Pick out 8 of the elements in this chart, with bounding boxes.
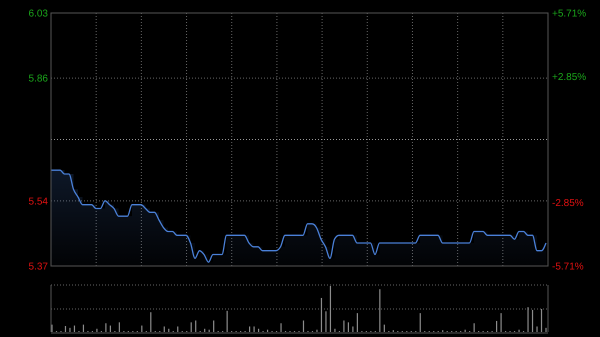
y-tick-label: 5.54 xyxy=(28,196,48,208)
y-tick-label: 5.86 xyxy=(28,74,48,85)
y2-tick-label: -2.85% xyxy=(552,198,584,210)
y-tick-label: 6.03 xyxy=(28,8,48,20)
y-tick-label: 5.37 xyxy=(28,262,48,272)
y2-tick-label: +5.71% xyxy=(552,8,586,20)
y2-tick-label: +2.85% xyxy=(552,72,586,83)
y2-tick-label: -5.71% xyxy=(552,262,584,272)
